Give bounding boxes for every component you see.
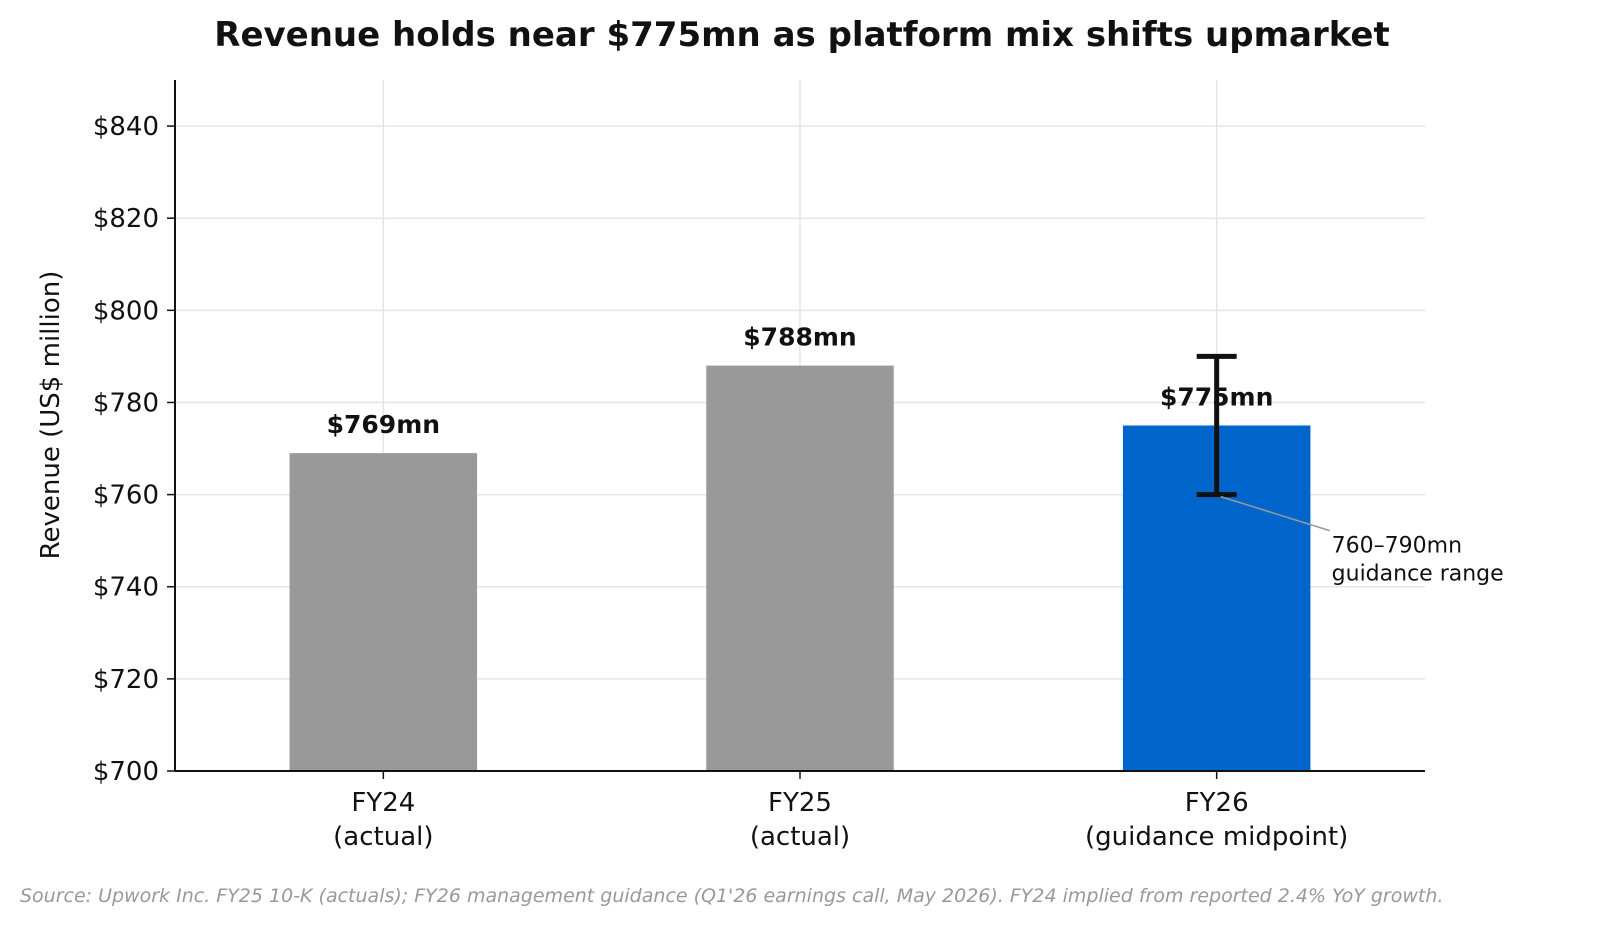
x-tick-label: (actual) [750,822,850,852]
y-tick-label: $820 [93,204,159,234]
annotation-group: 760–790mn guidance range [1220,495,1504,587]
annotation-text: 760–790mn [1332,534,1462,559]
bar-fy25 [706,365,894,771]
annotation-text: guidance range [1332,562,1504,587]
chart-title: Revenue holds near $775mn as platform mi… [214,15,1389,55]
y-tick-label: $720 [93,665,159,695]
y-tick-label: $700 [93,757,159,787]
bar-fy24 [289,453,478,771]
axes [167,80,1425,779]
x-tick-label: (guidance midpoint) [1085,822,1348,852]
y-tick-label: $780 [93,388,159,418]
tick-labels: $700 $720 $740 $760 $780 $800 $820 $840 FY24 (act… [93,112,1349,852]
y-tick-label: $740 [93,573,159,603]
value-label: $788mn [743,323,856,352]
y-tick-label: $800 [93,296,159,326]
x-tick-label: FY26 [1185,788,1249,818]
x-tick-label: (actual) [333,822,433,852]
source-note: Source: Upwork Inc. FY25 10-K (actuals);… [20,885,1443,907]
error-bar-group [1196,353,1237,498]
value-label: $769mn [327,410,440,439]
annotation-leader-line [1220,495,1330,532]
y-tick-label: $760 [93,481,159,511]
y-axis-label: Revenue (US$ million) [36,271,66,560]
y-tick-label: $840 [93,112,159,142]
x-tick-label: FY24 [351,788,415,818]
x-tick-label: FY25 [768,788,832,818]
